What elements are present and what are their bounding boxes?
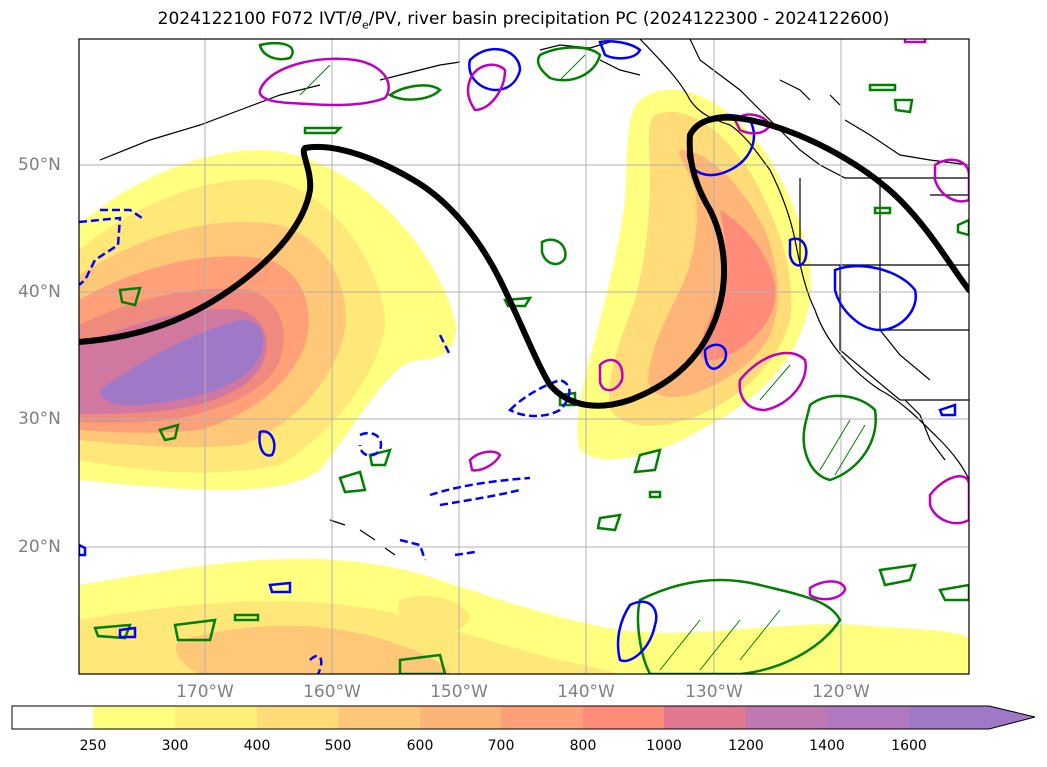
colorbar-tick: 700 xyxy=(487,738,515,754)
lat-label-20n: 20°N xyxy=(18,537,61,557)
colorbar xyxy=(11,705,1036,730)
lon-label-150w: 150°W xyxy=(430,682,488,702)
hatch-marks xyxy=(299,54,866,671)
blue-contours xyxy=(79,40,957,663)
chart-title: 2024122100 F072 IVT/θe/PV, river basin p… xyxy=(157,9,890,32)
coastlines xyxy=(99,39,969,556)
lat-label-30n: 30°N xyxy=(18,409,61,429)
colorbar-tick: 1200 xyxy=(728,738,764,754)
lat-label-50n: 50°N xyxy=(18,155,61,175)
colorbar-tick: 300 xyxy=(161,738,189,754)
colorbar-tick: 1000 xyxy=(646,738,682,754)
colorbar-tick: 400 xyxy=(243,738,271,754)
colorbar-tick: 800 xyxy=(569,738,597,754)
map-frame xyxy=(78,38,970,675)
magenta-contours xyxy=(258,39,969,601)
map-content xyxy=(79,39,969,674)
lon-label-120w: 120°W xyxy=(812,682,870,702)
blue-dashed-contours xyxy=(79,208,571,674)
colorbar-tick: 250 xyxy=(79,738,107,754)
ivt-shading xyxy=(79,89,969,674)
colorbar-tick: 600 xyxy=(406,738,434,754)
colorbar-tick: 500 xyxy=(324,738,352,754)
lon-label-130w: 130°W xyxy=(685,682,743,702)
colorbar-tick: 1600 xyxy=(891,738,927,754)
lon-label-170w: 170°W xyxy=(176,682,234,702)
green-contours xyxy=(93,41,969,674)
lon-label-140w: 140°W xyxy=(557,682,615,702)
lat-label-40n: 40°N xyxy=(18,282,61,302)
colorbar-tick: 1400 xyxy=(809,738,845,754)
pv-contour xyxy=(79,114,969,409)
lon-label-160w: 160°W xyxy=(303,682,361,702)
